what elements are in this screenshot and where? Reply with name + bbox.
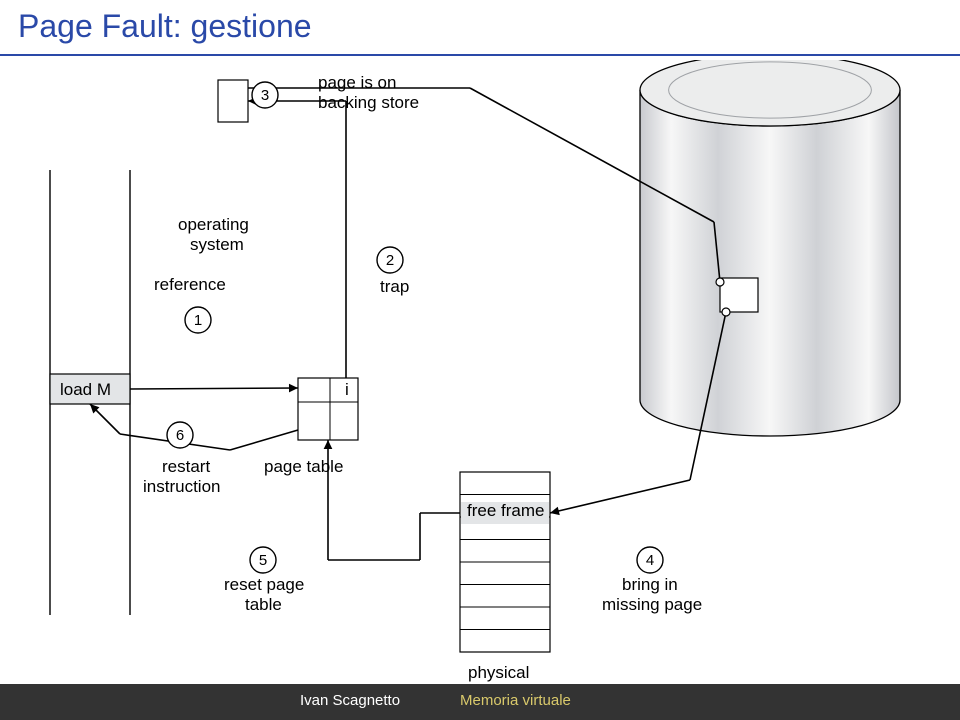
label-page_table: page table [264, 457, 343, 476]
footer-topic: Memoria virtuale [460, 692, 571, 709]
page-table-box [298, 378, 358, 440]
svg-text:6: 6 [176, 427, 184, 444]
label-operating: operating [178, 215, 249, 234]
svg-text:1: 1 [194, 312, 202, 329]
label-trap: trap [380, 277, 409, 296]
label-i: i [345, 380, 349, 399]
svg-text:5: 5 [259, 552, 267, 569]
label-free_frame: free frame [467, 501, 544, 520]
svg-text:3: 3 [261, 87, 269, 104]
label-backing_store: backing store [318, 93, 419, 112]
page-title: Page Fault: gestione [18, 8, 312, 45]
diagram-area: page is onbacking store operatingsystem re… [0, 60, 960, 680]
label-physical: physical [468, 663, 529, 682]
diagram-svg: page is onbacking store operatingsystem re… [0, 60, 960, 720]
label-page_is_on: page is on [318, 73, 396, 92]
label-restart: restart [162, 457, 210, 476]
label-bring_in: bring in [622, 575, 678, 594]
label-system: system [190, 235, 244, 254]
slide: Page Fault: gestione page is onbacking s… [0, 0, 960, 720]
footer-bar: Ivan Scagnetto Memoria virtuale [0, 684, 960, 720]
label-load_m: load M [60, 380, 111, 399]
label-reset_page: reset page [224, 575, 304, 594]
label-reference: reference [154, 275, 226, 294]
svg-text:2: 2 [386, 252, 394, 269]
title-underline [0, 54, 960, 56]
label-instruction: instruction [143, 477, 220, 496]
svg-text:4: 4 [646, 552, 654, 569]
footer-author: Ivan Scagnetto [300, 692, 400, 709]
label-missing_page: missing page [602, 595, 702, 614]
disk-cylinder [640, 90, 900, 436]
os-box [218, 80, 248, 122]
label-table: table [245, 595, 282, 614]
